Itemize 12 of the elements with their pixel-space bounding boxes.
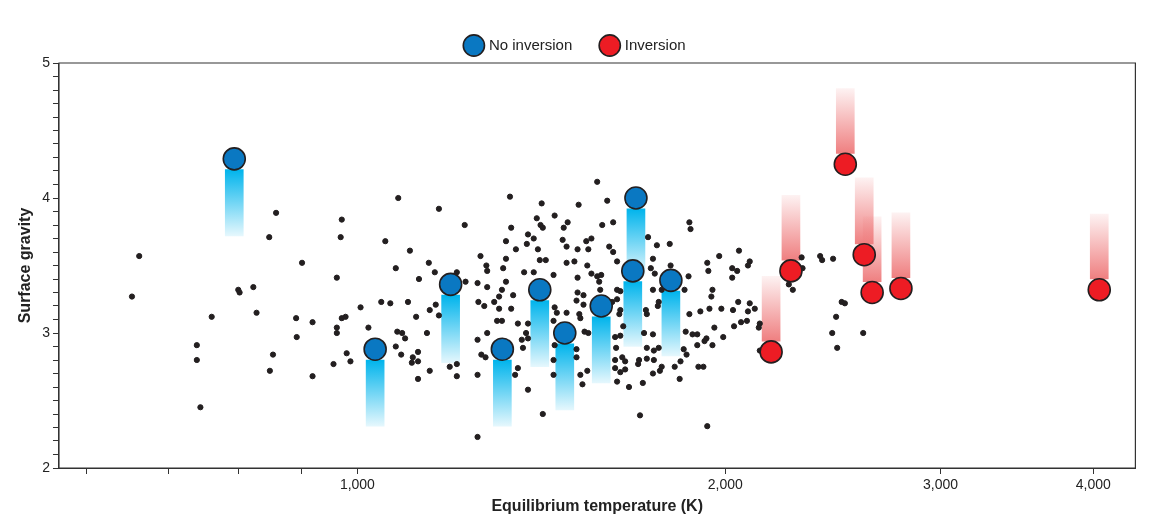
x-tick-label: 3,000	[923, 476, 959, 493]
x-tick-label: 4,000	[1075, 476, 1112, 493]
y-tick-label: 5	[42, 53, 51, 70]
x-tick-label: 2,000	[707, 476, 744, 493]
y-tick-label: 4	[42, 188, 51, 205]
y-axis-title: Surface gravity	[16, 207, 34, 324]
legend-label: No inversion	[488, 35, 573, 53]
y-tick-label: 2	[42, 458, 51, 475]
x-tick-label: 1,000	[339, 476, 376, 493]
legend-label: Inversion	[624, 35, 686, 53]
y-tick-label: 3	[42, 323, 51, 340]
x-axis-title: Equilibrium temperature (K)	[491, 496, 703, 514]
